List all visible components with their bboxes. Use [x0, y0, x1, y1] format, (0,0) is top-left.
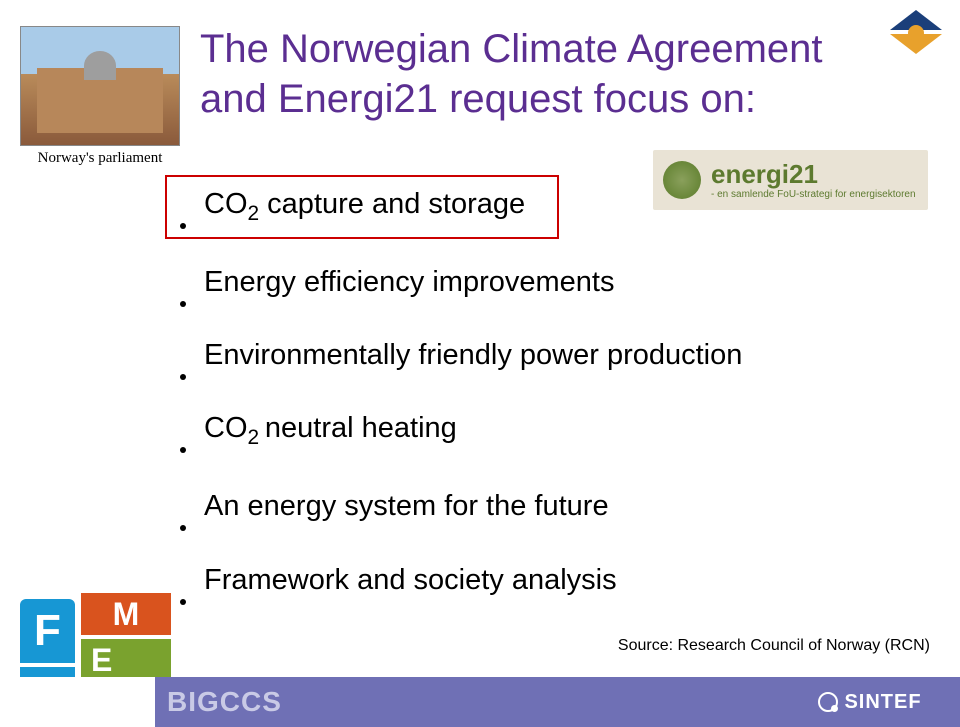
slide: Norway's parliament The Norwegian Climat… — [0, 0, 960, 727]
footer-right: SINTEF — [780, 677, 960, 727]
title-line1: The Norwegian Climate Agreement — [200, 27, 823, 71]
bullet-text: CO2 neutral heating — [204, 412, 457, 450]
bullet-item: An energy system for the future — [180, 490, 920, 523]
bullet-dot — [180, 301, 186, 307]
bullet-item: Environmentally friendly power productio… — [180, 339, 920, 372]
bullet-dot — [180, 599, 186, 605]
fme-letter-f: F — [20, 599, 75, 663]
title-line2: and Energi21 request focus on: — [200, 77, 756, 121]
corner-logo-ball — [908, 25, 924, 41]
footer-mid: BIGCCS — [155, 677, 780, 727]
source-text: Source: Research Council of Norway (RCN) — [618, 637, 930, 655]
bullet-item: Framework and society analysis — [180, 564, 920, 597]
bullet-dot — [180, 374, 186, 380]
fme-letter-m: M — [81, 593, 171, 635]
bullet-item: CO2 neutral heating — [180, 412, 920, 450]
fme-letter-e-text: E — [91, 642, 112, 679]
parliament-dome-shape — [84, 51, 116, 81]
bullet-item: Energy efficiency improvements — [180, 266, 920, 299]
bullet-dot — [180, 447, 186, 453]
sintef-ring-icon — [818, 692, 838, 712]
bullet-item: CO2 capture and storage — [180, 188, 920, 226]
bullet-text: CO2 capture and storage — [204, 188, 525, 226]
bullet-text: Framework and society analysis — [204, 564, 617, 597]
sintef-logo: SINTEF — [818, 691, 921, 714]
bullet-text: An energy system for the future — [204, 490, 609, 523]
footer: BIGCCS SINTEF — [0, 677, 960, 727]
slide-title: The Norwegian Climate Agreement and Energ… — [200, 24, 900, 124]
bullet-list: CO2 capture and storage Energy efficiency… — [180, 150, 920, 637]
fme-letter-e: E — [81, 639, 171, 681]
bullet-dot — [180, 525, 186, 531]
sintef-text: SINTEF — [844, 691, 921, 714]
bullet-text: Environmentally friendly power productio… — [204, 339, 742, 372]
parliament-caption: Norway's parliament — [20, 150, 180, 167]
bullet-dot — [180, 223, 186, 229]
bullet-text: Energy efficiency improvements — [204, 266, 614, 299]
footer-label: BIGCCS — [167, 686, 282, 718]
parliament-photo — [20, 26, 180, 146]
footer-left-spacer — [0, 677, 155, 727]
